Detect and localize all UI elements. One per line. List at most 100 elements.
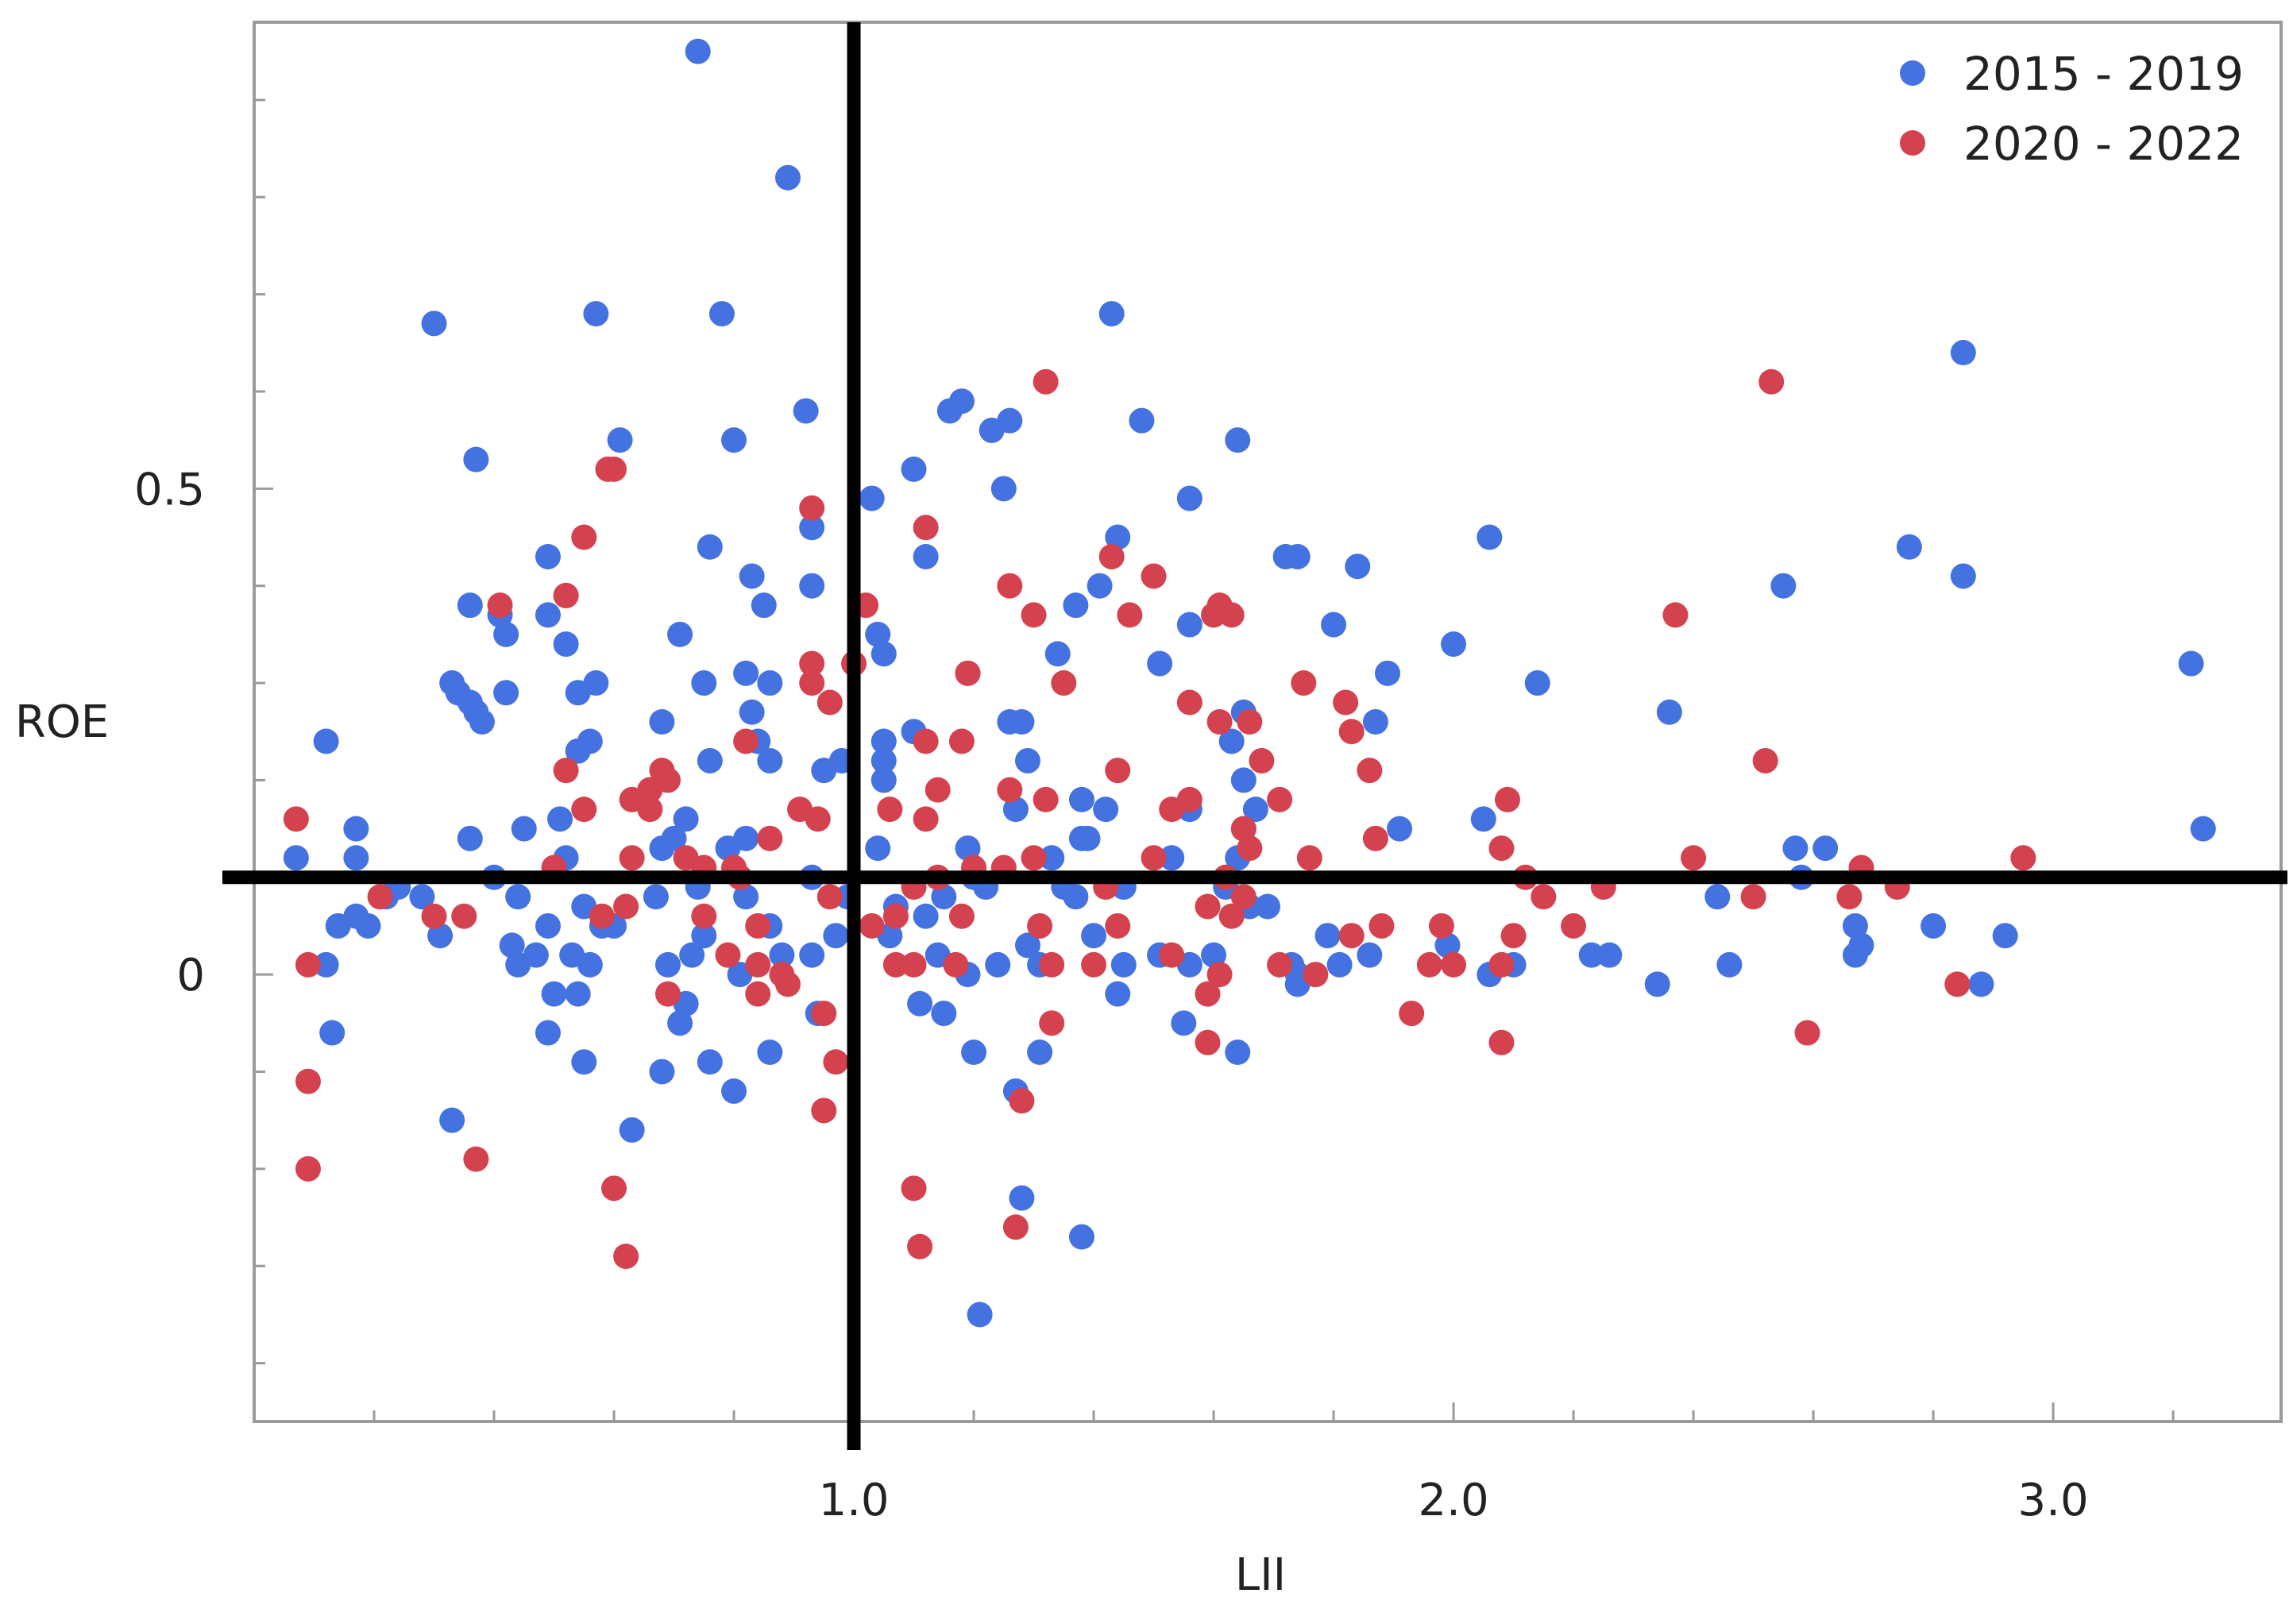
data-point — [1230, 884, 1257, 910]
data-point — [649, 709, 675, 735]
data-point — [1357, 942, 1383, 968]
y-axis-title: ROE — [15, 696, 109, 748]
data-point — [1242, 797, 1268, 823]
data-point — [1218, 903, 1245, 929]
data-point — [733, 660, 759, 686]
data-point — [1848, 932, 1874, 959]
data-point — [721, 1078, 747, 1104]
data-point — [1218, 728, 1245, 754]
data-point — [1321, 611, 1347, 638]
data-point — [679, 942, 705, 968]
reference-lines — [222, 22, 2287, 1450]
data-point — [654, 981, 681, 1007]
data-point — [1068, 1224, 1094, 1250]
data-point — [1488, 1029, 1515, 1055]
data-point — [1098, 301, 1125, 327]
data-point — [1303, 962, 1329, 988]
data-point — [469, 709, 495, 735]
data-point — [745, 912, 771, 939]
data-point — [577, 728, 603, 754]
series-2-points — [283, 368, 2036, 1269]
x-axis-title: LII — [1235, 1549, 1286, 1601]
data-point — [1075, 825, 1101, 851]
data-point — [1129, 407, 1155, 434]
data-point — [583, 670, 609, 696]
data-point — [823, 1049, 849, 1075]
data-point — [913, 806, 939, 832]
data-point — [1141, 845, 1167, 871]
data-point — [451, 903, 477, 929]
data-point — [708, 301, 735, 327]
data-point — [955, 835, 981, 862]
data-point — [1021, 602, 1047, 628]
y-tick-label: 0.5 — [134, 464, 205, 515]
data-point — [774, 971, 801, 997]
data-point — [319, 1020, 345, 1046]
data-point — [1812, 835, 1839, 862]
data-point — [697, 1049, 723, 1075]
data-point — [1195, 1029, 1221, 1055]
data-point — [870, 641, 897, 667]
data-point — [1782, 835, 1809, 862]
data-point — [1237, 709, 1263, 735]
data-point — [733, 728, 759, 754]
data-point — [1195, 893, 1221, 920]
data-point — [439, 1107, 465, 1133]
data-point — [715, 942, 741, 968]
data-point — [931, 1001, 957, 1027]
data-point — [2190, 816, 2216, 842]
data-point — [739, 563, 765, 589]
data-point — [907, 1233, 933, 1259]
data-point — [1434, 932, 1461, 959]
data-point — [553, 582, 579, 608]
data-point — [1051, 670, 1077, 696]
data-point — [1176, 689, 1202, 716]
legend-marker — [1900, 60, 1925, 86]
data-point — [1842, 912, 1868, 939]
data-point — [619, 1117, 645, 1143]
data-point — [757, 825, 783, 851]
data-point — [463, 446, 489, 473]
data-point — [547, 806, 573, 832]
data-point — [1147, 650, 1173, 677]
data-point — [367, 884, 393, 910]
data-point — [745, 951, 771, 978]
data-point — [343, 845, 369, 871]
data-point — [1488, 951, 1515, 978]
data-point — [1027, 1040, 1053, 1066]
data-point — [1656, 699, 1682, 725]
data-point — [721, 427, 747, 453]
data-point — [793, 398, 819, 424]
data-point — [799, 670, 825, 696]
data-point — [571, 524, 597, 550]
data-point — [1237, 835, 1263, 862]
data-point — [607, 427, 633, 453]
data-point — [1081, 923, 1107, 949]
data-point — [799, 515, 825, 541]
data-point — [751, 592, 777, 619]
data-point — [1375, 660, 1401, 686]
data-point — [799, 650, 825, 677]
data-point — [697, 747, 723, 773]
data-point — [1039, 951, 1065, 978]
data-point — [1225, 1040, 1251, 1066]
data-point — [1752, 747, 1778, 773]
data-point — [943, 951, 969, 978]
data-point — [1704, 884, 1731, 910]
data-point — [1063, 884, 1089, 910]
data-point — [859, 912, 885, 939]
data-point — [535, 1020, 561, 1046]
data-point — [733, 884, 759, 910]
data-point — [1338, 923, 1365, 949]
data-point — [2178, 650, 2204, 677]
data-point — [1230, 816, 1257, 842]
data-point — [313, 728, 339, 754]
legend-marker — [1900, 130, 1925, 156]
data-point — [1770, 573, 1797, 599]
data-point — [457, 592, 483, 619]
data-point — [1561, 912, 1587, 939]
data-point — [643, 884, 669, 910]
data-point — [1596, 942, 1623, 968]
